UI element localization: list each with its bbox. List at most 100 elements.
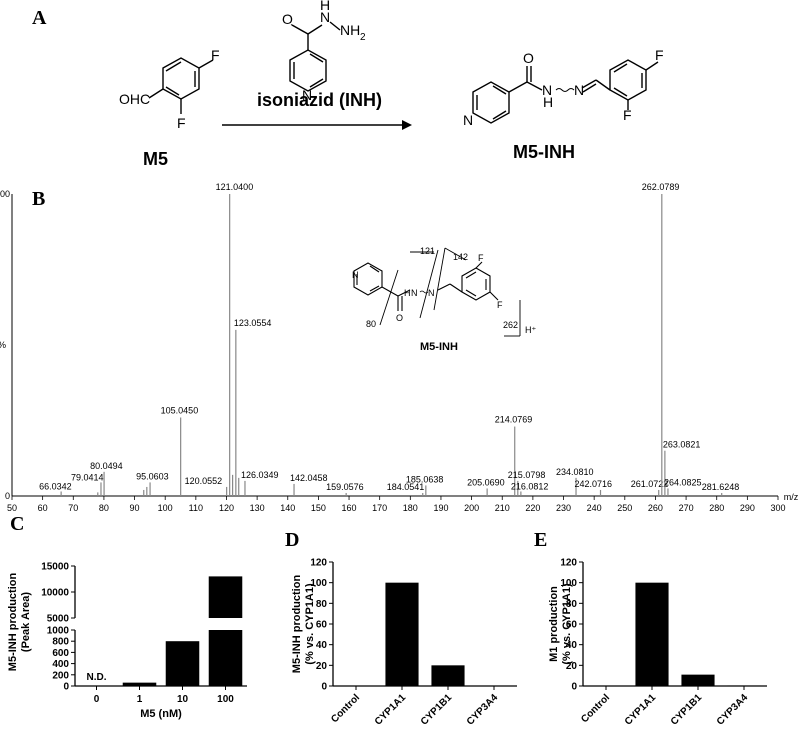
x-tick-label: CYP1B1 xyxy=(669,692,705,728)
y-tick-label: 100 xyxy=(560,578,577,589)
y-tick-label: 60 xyxy=(316,620,328,631)
x-tick-label: 100 xyxy=(217,694,234,705)
x-tick-label: 0 xyxy=(94,694,100,705)
y-tick-label: 20 xyxy=(316,661,328,672)
x-tick-label: 230 xyxy=(556,503,571,513)
bar xyxy=(431,665,465,686)
fragment-label: 80 xyxy=(366,319,376,329)
fragment-label: 262 xyxy=(503,320,518,330)
atom-o: O xyxy=(282,11,293,27)
inset-compound-label: M5-INH xyxy=(420,341,458,353)
y-tick-label: 15000 xyxy=(41,562,69,573)
y-axis-label: M5-INH production(Peak Area) xyxy=(7,573,32,672)
y-axis-label: M5-INH production(% vs. CYP1A1) xyxy=(291,575,316,674)
mass-spectrum: 50 60 70 80 90 100 110 120 130 140 150 160 170 180 190… xyxy=(0,182,799,513)
peak-label: 281.6248 xyxy=(702,482,740,492)
peak-label: 123.0554 xyxy=(234,318,272,328)
peak-label: 205.0690 xyxy=(467,477,505,487)
peak-label: 66.0342 xyxy=(39,481,72,491)
inset-atom-f: F xyxy=(497,300,503,310)
x-tick-label: 180 xyxy=(403,503,418,513)
peak-label: 242.0716 xyxy=(575,479,613,489)
y-tick-label: 100 xyxy=(0,189,10,199)
y-tick-label: 10000 xyxy=(41,588,69,599)
atom-f: F xyxy=(655,47,664,63)
bar-chart-d: 0 20 40 60 80 100 120 Control CYP1A1 CYP1B1 CYP3A4… xyxy=(291,558,517,728)
y-axis-label: % xyxy=(0,340,6,350)
peak-label: 214.0769 xyxy=(495,415,533,425)
x-tick-label: Control xyxy=(329,692,362,725)
peak-label: 121.0400 xyxy=(216,182,254,192)
peak-label: 120.0552 xyxy=(185,476,223,486)
y-tick-label: 100 xyxy=(310,578,327,589)
bar-lower-segment xyxy=(208,630,243,686)
bar xyxy=(635,582,669,686)
y-tick-label: 200 xyxy=(52,670,69,681)
peak-label: 262.0789 xyxy=(642,182,680,192)
inset-atom-n: N xyxy=(428,288,435,298)
x-tick-label: 100 xyxy=(158,503,173,513)
peak-label: 185.0638 xyxy=(406,474,444,484)
bar-chart-e: 0 20 40 60 80 100 120 Control CYP1A1 CYP1B1 CYP3A4… xyxy=(548,558,767,728)
peak-label: 126.0349 xyxy=(241,470,279,480)
bar xyxy=(681,674,715,686)
fragment-label: 142 xyxy=(453,252,468,262)
peak-label: 184.0541 xyxy=(387,482,425,492)
y-tick-label: 0 xyxy=(321,682,327,693)
atom-o: O xyxy=(523,50,534,66)
peak-label: 142.0458 xyxy=(290,473,328,483)
atom-f: F xyxy=(211,47,220,63)
y-tick-label: 120 xyxy=(310,558,327,569)
atom-n: N xyxy=(542,82,552,98)
bar-upper-segment xyxy=(208,576,243,618)
peak-label: 263.0821 xyxy=(663,440,701,450)
y-tick-label: 5000 xyxy=(47,614,70,625)
x-tick-label: CYP3A4 xyxy=(465,692,501,728)
bar xyxy=(122,682,157,686)
y-tick-label: 80 xyxy=(566,599,578,610)
x-tick-label: 300 xyxy=(770,503,785,513)
x-tick-label: 80 xyxy=(99,503,109,513)
bar xyxy=(165,641,200,686)
ion-label: H⁺ xyxy=(525,325,536,335)
x-tick-label: 210 xyxy=(495,503,510,513)
x-tick-label: 260 xyxy=(648,503,663,513)
y-tick-label: 600 xyxy=(52,648,69,659)
ms-inset-structure xyxy=(353,247,521,337)
peak-label: 264.0825 xyxy=(664,477,702,487)
y-tick-label: 800 xyxy=(52,637,69,648)
peak-label: 216.0812 xyxy=(511,481,549,491)
x-tick-label: CYP3A4 xyxy=(715,692,751,728)
peak-label: 105.0450 xyxy=(161,405,199,415)
bar-annotation: N.D. xyxy=(87,672,107,683)
x-tick-label: 160 xyxy=(342,503,357,513)
x-tick-label: CYP1A1 xyxy=(623,692,659,728)
x-tick-label: 60 xyxy=(38,503,48,513)
x-tick-label: 200 xyxy=(464,503,479,513)
atom-n: N xyxy=(574,82,584,98)
inset-atom-o: O xyxy=(396,313,403,323)
x-axis-label: m/z xyxy=(784,492,799,502)
inset-atom-n: N xyxy=(352,270,359,280)
y-tick-label: 20 xyxy=(566,661,578,672)
reagent-label: isoniazid (INH) xyxy=(257,90,382,110)
peak-label: 95.0603 xyxy=(136,471,169,481)
panel-label-e: E xyxy=(534,529,547,551)
x-tick-label: 90 xyxy=(130,503,140,513)
y-tick-label: 0 xyxy=(63,682,69,693)
atom-n: N xyxy=(302,87,312,103)
x-tick-label: 50 xyxy=(7,503,17,513)
x-tick-label: 120 xyxy=(219,503,234,513)
peak-label: 234.0810 xyxy=(556,467,594,477)
atom-nh2: NH xyxy=(340,22,360,38)
product-label: M5-INH xyxy=(513,142,575,162)
y-tick-label: 0 xyxy=(571,682,577,693)
x-tick-label: CYP1A1 xyxy=(373,692,409,728)
x-tick-label: 140 xyxy=(280,503,295,513)
x-tick-label: 220 xyxy=(525,503,540,513)
x-tick-label: 190 xyxy=(433,503,448,513)
m5-inh-structure xyxy=(472,59,659,124)
x-tick-label: 270 xyxy=(679,503,694,513)
peak-label: 159.0576 xyxy=(326,482,364,492)
